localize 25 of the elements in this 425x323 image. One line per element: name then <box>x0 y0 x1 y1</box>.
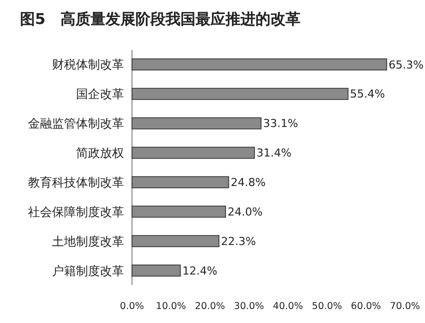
y-tick-label: 国企改革 <box>76 87 124 102</box>
x-tick-label: 10.0% <box>156 301 186 312</box>
x-tick-label: 0.0% <box>120 301 144 312</box>
x-tick-label: 70.0% <box>390 301 420 312</box>
data-label: 65.3% <box>388 58 424 72</box>
data-label: 24.8% <box>230 176 266 190</box>
x-tick-label: 50.0% <box>312 301 342 312</box>
y-tick-label: 户籍制度改革 <box>52 264 124 278</box>
x-tick-label: 60.0% <box>350 301 382 312</box>
y-tick-label: 金融监管体制改革 <box>28 116 124 131</box>
data-label: 24.0% <box>228 206 263 219</box>
x-tick-label: 30.0% <box>234 301 264 312</box>
data-label: 12.4% <box>182 264 218 278</box>
y-tick-label: 社会保障制度改革 <box>28 204 124 219</box>
y-tick-label: 土地制度改革 <box>52 234 124 248</box>
data-label: 55.4% <box>350 88 386 101</box>
x-tick-label: 40.0% <box>272 301 304 312</box>
data-label: 33.1% <box>263 117 298 130</box>
chart-title: 图5 高质量发展阶段我国最应推进的改革 <box>20 10 300 28</box>
data-label: 22.3% <box>220 234 256 248</box>
data-label: 31.4% <box>256 146 292 160</box>
y-tick-label: 教育科技体制改革 <box>28 175 124 190</box>
x-tick-label: 20.0% <box>194 301 226 312</box>
y-tick-label: 财税体制改革 <box>52 58 124 72</box>
y-tick-label: 简政放权 <box>76 146 124 160</box>
